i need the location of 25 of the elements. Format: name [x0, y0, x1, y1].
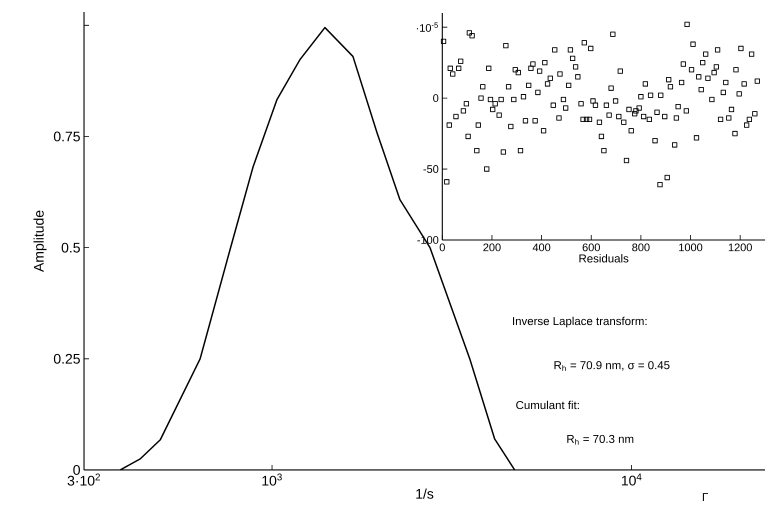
y-tick-label: 0.25 [54, 354, 80, 364]
x-tick-label: 400 [532, 244, 550, 252]
x-tick-label: 800 [632, 244, 650, 252]
x-tick-label: 10$^{4}$ [622, 474, 642, 486]
annotation: Inverse Laplace transform: [513, 316, 647, 328]
x-tick-label: 200 [483, 244, 501, 252]
x-tick-label: 1200 [728, 244, 752, 252]
x-tick-label: 1000 [679, 244, 702, 252]
x-tick-label: 0 [440, 244, 445, 252]
x-tick-label: 600 [582, 244, 600, 252]
x-tick-label: 3·10$^{2}$ [68, 474, 100, 486]
y-tick-label: 0 [433, 94, 438, 102]
x-axis-title: Residuals [579, 254, 628, 263]
annotation: Cumulant fit: [516, 400, 579, 410]
text: Γ [702, 493, 708, 501]
x-axis-title: 1/s [416, 488, 434, 499]
annotation: R$_{h}$ = 70.3 nm [567, 434, 634, 445]
y-tick-label: -50 [423, 165, 438, 173]
y-tick-label: 0.5 [62, 242, 80, 253]
y-tick-label: ·10$^{-5}$ [416, 22, 438, 32]
y-tick-label: 0 [73, 465, 80, 475]
y-tick-label: 0.75 [54, 132, 80, 142]
annotation: R$_{h}$ = 70.9 nm, σ = 0.45 [554, 361, 670, 371]
x-tick-label: 10$^{3}$ [262, 474, 282, 486]
y-axis-title: Amplitude [34, 210, 47, 272]
